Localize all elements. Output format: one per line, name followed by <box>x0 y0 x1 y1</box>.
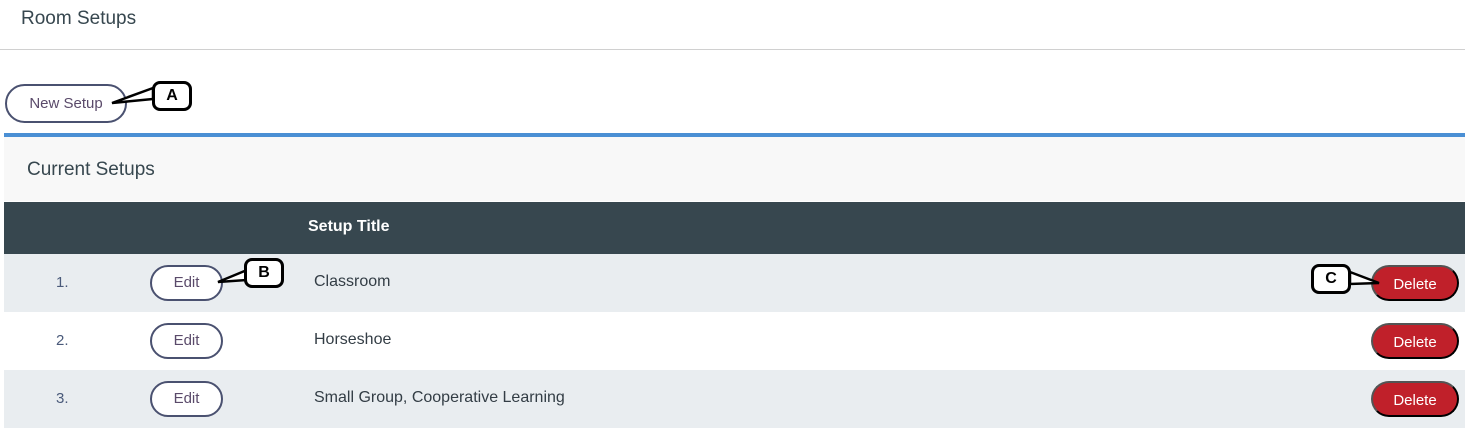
edit-button[interactable]: Edit <box>150 381 223 417</box>
row-number: 2. <box>56 332 69 349</box>
page-header: Room Setups <box>0 0 1465 50</box>
row-number: 1. <box>56 274 69 291</box>
column-setup-title: Setup Title <box>308 218 390 235</box>
callout-a: A <box>152 81 192 111</box>
callout-b: B <box>244 258 284 288</box>
callout-b-pointer <box>217 268 249 284</box>
callout-c: C <box>1311 264 1351 294</box>
delete-button[interactable]: Delete <box>1371 381 1459 417</box>
table-row: 2. Edit Horseshoe Delete <box>4 312 1465 370</box>
setup-title: Classroom <box>314 273 391 290</box>
page-title: Room Setups <box>21 8 137 29</box>
table-row: 3. Edit Small Group, Cooperative Learnin… <box>4 370 1465 428</box>
row-number: 3. <box>56 390 69 407</box>
table-header: Setup Title <box>4 202 1465 254</box>
callout-c-pointer <box>1348 270 1380 286</box>
edit-button[interactable]: Edit <box>150 265 223 301</box>
setup-title: Small Group, Cooperative Learning <box>314 389 565 406</box>
accent-bar <box>4 133 1465 137</box>
delete-button[interactable]: Delete <box>1371 323 1459 359</box>
setup-title: Horseshoe <box>314 331 392 348</box>
panel-heading: Current Setups <box>4 137 1465 201</box>
panel-title: Current Setups <box>27 159 155 180</box>
callout-a-pointer <box>111 86 155 105</box>
delete-button[interactable]: Delete <box>1371 265 1459 301</box>
edit-button[interactable]: Edit <box>150 323 223 359</box>
new-setup-button[interactable]: New Setup <box>5 84 127 123</box>
